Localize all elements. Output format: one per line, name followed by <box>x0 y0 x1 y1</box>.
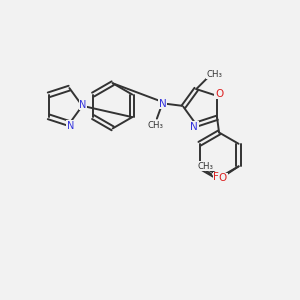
Text: CH₃: CH₃ <box>148 121 164 130</box>
Text: O: O <box>215 89 223 99</box>
Text: N: N <box>67 121 74 130</box>
Text: N: N <box>190 122 198 131</box>
Text: O: O <box>219 173 227 183</box>
Text: N: N <box>79 100 86 110</box>
Text: CH₃: CH₃ <box>207 70 223 79</box>
Text: F: F <box>213 172 219 182</box>
Text: CH₃: CH₃ <box>197 162 213 171</box>
Text: N: N <box>159 99 166 109</box>
